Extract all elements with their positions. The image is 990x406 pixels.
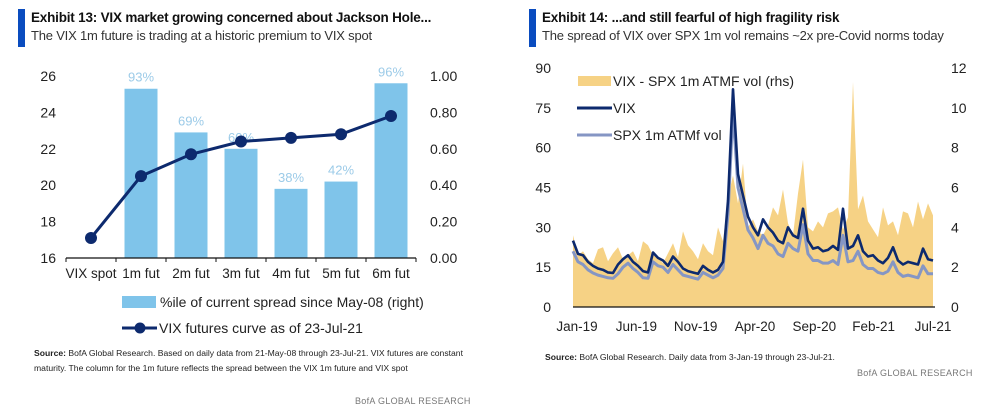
legend-label-line: VIX futures curve as of 23-Jul-21 — [159, 320, 363, 336]
exhibit-14-title: Exhibit 14: ...and still fearful of high… — [542, 10, 840, 25]
brand-label: BofA GLOBAL RESEARCH — [857, 368, 973, 378]
x-tick-label: Feb-21 — [852, 319, 895, 334]
x-tick-label: 2m fut — [172, 266, 210, 281]
exhibit-14-source: Source: BofA Global Research. Daily data… — [545, 350, 985, 365]
y-left-tick-label: 26 — [40, 68, 56, 84]
y-left-tick-label: 15 — [535, 259, 551, 275]
x-tick-label: 1m fut — [122, 266, 160, 281]
y-left-tick-label: 60 — [535, 140, 551, 156]
y-left-tick-label: 20 — [40, 177, 56, 193]
y-left-tick-label: 16 — [40, 250, 56, 266]
y-right-tick-label: 4 — [951, 219, 959, 235]
exhibit-13-subtitle: The VIX 1m future is trading at a histor… — [31, 28, 372, 43]
exhibit-13-chart: 16 18 20 22 24 26 0.00 0.20 0.40 0.60 0.80 1.00 93% 6… — [40, 64, 457, 336]
exhibit-14-subtitle: The spread of VIX over SPX 1m vol remain… — [542, 28, 944, 43]
bar-data-label: 96% — [378, 64, 404, 79]
legend-label-bar: %ile of current spread since May-08 (rig… — [160, 294, 424, 310]
y-right-tick-label: 10 — [951, 100, 967, 116]
y-right-tick-label: 0 — [951, 299, 959, 315]
vix-futures-curve-point — [85, 231, 97, 244]
y-left-tick-label: 24 — [40, 104, 56, 120]
x-tick-label: 4m fut — [272, 266, 310, 281]
y-right-tick-label: 2 — [951, 259, 959, 275]
legend-label-vix: VIX — [613, 100, 636, 116]
exhibit-13-title: Exhibit 13: VIX market growing concerned… — [31, 10, 432, 25]
y-left-tick-label: 75 — [535, 100, 551, 116]
legend-swatch-bar — [122, 296, 156, 308]
vix-futures-curve-point — [335, 128, 347, 141]
legend-label-spread: VIX - SPX 1m ATMF vol (rhs) — [613, 73, 794, 89]
x-tick-label: VIX spot — [65, 266, 116, 281]
x-tick-label: Apr-20 — [735, 319, 776, 334]
x-tick-label: Jul-21 — [915, 319, 952, 334]
x-tick-label: 6m fut — [372, 266, 410, 281]
source-text: BofA Global Research. Daily data from 3-… — [579, 352, 835, 362]
source-label: Source: — [34, 348, 66, 358]
vix-futures-curve-point — [235, 135, 247, 148]
spread-area — [573, 81, 933, 307]
y-right-tick-label: 0.80 — [430, 104, 457, 120]
x-tick-label: Nov-19 — [674, 319, 718, 334]
vix-futures-curve-point — [135, 170, 147, 183]
y-left-tick-label: 30 — [535, 219, 551, 235]
y-right-tick-label: 0.60 — [430, 141, 457, 157]
bar-data-label: 69% — [178, 113, 204, 128]
y-right-tick-label: 0.00 — [430, 250, 457, 266]
bar-data-label: 42% — [328, 163, 354, 178]
source-text: BofA Global Research. Based on daily dat… — [34, 348, 463, 373]
exhibit-14-chart: 0 15 30 45 60 75 90 0 2 4 6 8 10 12 Jan-19 Jun-19 Nov-19… — [535, 60, 967, 334]
brand-label: BofA GLOBAL RESEARCH — [355, 396, 471, 406]
bar — [274, 188, 308, 258]
y-right-tick-label: 6 — [951, 180, 959, 196]
y-left-tick-label: 0 — [543, 299, 551, 315]
x-tick-label: 3m fut — [222, 266, 260, 281]
y-right-tick-label: 1.00 — [430, 68, 457, 84]
vix-futures-curve-point — [385, 110, 397, 123]
vix-line — [571, 87, 934, 276]
x-tick-label: Jan-19 — [556, 319, 597, 334]
exhibit-13-source: Source: BofA Global Research. Based on d… — [34, 346, 464, 376]
vix-futures-curve-point — [185, 148, 197, 161]
y-left-tick-label: 90 — [535, 60, 551, 76]
source-label: Source: — [545, 352, 577, 362]
bar-data-label: 93% — [128, 70, 154, 85]
y-right-tick-label: 8 — [951, 140, 959, 156]
exhibit-13-panel: Exhibit 13: VIX market growing concerned… — [0, 0, 480, 406]
bar — [324, 181, 358, 258]
vix-futures-curve-point — [285, 131, 297, 144]
legend-label-spx: SPX 1m ATMf vol — [613, 127, 722, 143]
bar — [224, 148, 258, 258]
y-right-tick-label: 12 — [951, 60, 967, 76]
y-left-tick-label: 22 — [40, 141, 56, 157]
exhibit-14-panel: Exhibit 14: ...and still fearful of high… — [515, 0, 990, 402]
y-right-tick-label: 0.20 — [430, 214, 457, 230]
x-tick-label: 5m fut — [322, 266, 360, 281]
x-tick-label: Sep-20 — [793, 319, 837, 334]
legend-swatch-marker — [134, 322, 146, 334]
x-tick-label: Jun-19 — [616, 319, 657, 334]
y-left-tick-label: 18 — [40, 214, 56, 230]
bar — [374, 83, 408, 258]
y-right-tick-label: 0.40 — [430, 177, 457, 193]
legend-swatch-spread — [578, 76, 611, 86]
exhibit-14-header: Exhibit 14: ...and still fearful of high… — [529, 9, 944, 47]
bar-data-label: 38% — [278, 170, 304, 185]
y-left-tick-label: 45 — [535, 180, 551, 196]
exhibit-13-header: Exhibit 13: VIX market growing concerned… — [18, 9, 431, 47]
spx-atmf-vol-line — [571, 108, 933, 281]
